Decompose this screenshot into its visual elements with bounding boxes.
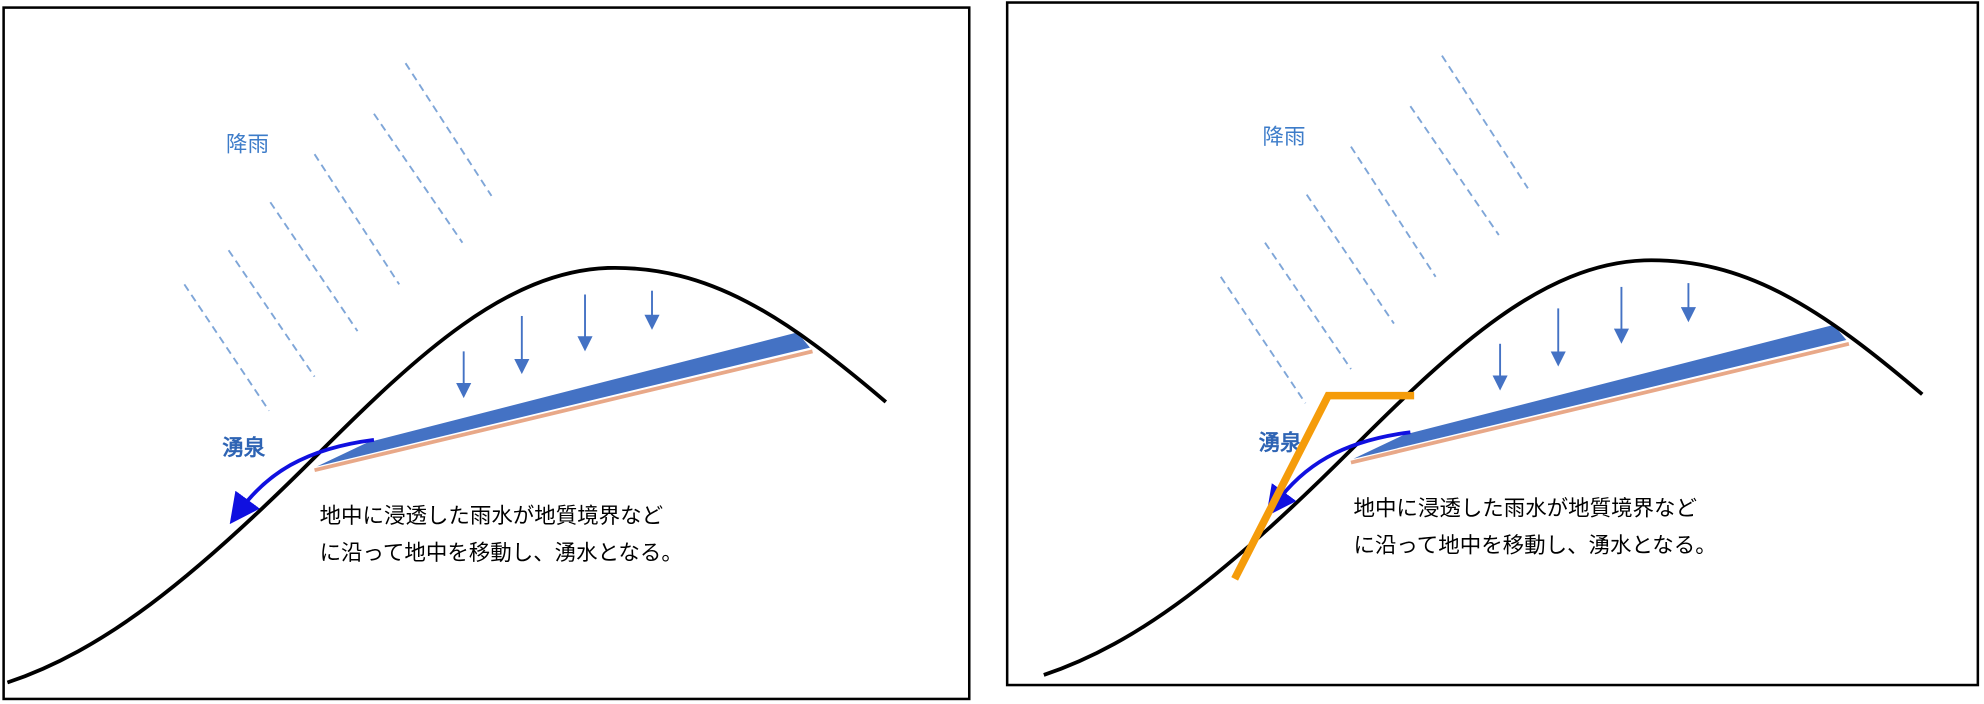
spring-label: 湧泉 [222, 435, 265, 461]
slip-line [1231, 391, 1415, 581]
panel: 降雨 湧泉 地中に浸透した雨水が地質境界など に沿って地中を移動し、湧水となる。 [2, 6, 971, 701]
spring-label: 湧泉 [1259, 430, 1302, 456]
description: 地中に浸透した雨水が地質境界など [1353, 497, 1697, 522]
rain-label: 降雨 [1262, 125, 1305, 150]
panel-frame [1005, 1, 1980, 687]
hill-scene [1044, 56, 1922, 675]
panel: 降雨 湧泉 地中に浸透した雨水が地質境界など に沿って地中を移動し、湧水となる。 [1005, 1, 1980, 687]
rain-label: 降雨 [226, 133, 269, 158]
panel-frame [2, 6, 971, 701]
description: 地中に浸透した雨水が地質境界など [320, 504, 664, 529]
description: に沿って地中を移動し、湧水となる。 [320, 541, 683, 566]
hill-scene [7, 63, 885, 682]
description: に沿って地中を移動し、湧水となる。 [1353, 533, 1716, 558]
